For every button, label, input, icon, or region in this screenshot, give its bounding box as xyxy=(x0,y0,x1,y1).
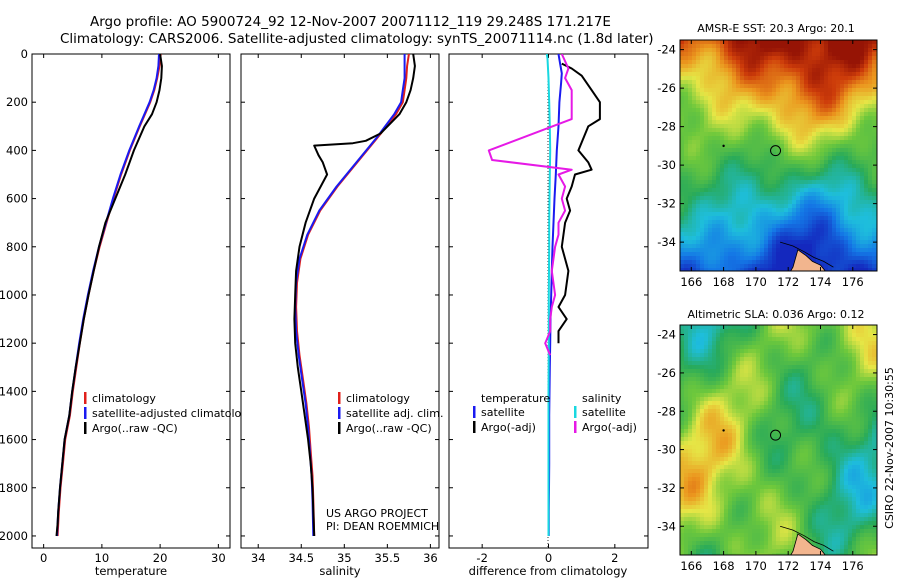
x-tick-label: 2 xyxy=(611,551,618,565)
legend-swatch-satellite-adjusted xyxy=(84,407,87,419)
legend-label-argo: Argo(..raw -QC) xyxy=(92,422,178,435)
x-tick-label: 34 xyxy=(251,551,266,565)
sst-map-panel: AMSR-E SST: 20.3 Argo: 20.1 166 168 170 172… xyxy=(657,22,880,289)
map-y-tick-label: -34 xyxy=(657,519,676,533)
map-x-tick-label: 174 xyxy=(810,559,832,573)
y-tick-label: 400 xyxy=(6,143,28,157)
y-tick-label: 600 xyxy=(6,192,28,206)
map-x-tick-label: 168 xyxy=(713,275,735,289)
x-tick-label: -2 xyxy=(476,551,487,565)
map-y-tick-label: -34 xyxy=(657,235,676,249)
y-tick-label: 1800 xyxy=(0,481,28,495)
x-tick-label: 35.5 xyxy=(375,551,401,565)
legend-swatch-argo xyxy=(338,422,341,434)
map-y-tick-label: -26 xyxy=(657,81,676,95)
y-tick-label: 200 xyxy=(6,95,28,109)
map-x-tick-label: 166 xyxy=(680,559,702,573)
legend-swatch-sal-satellite xyxy=(574,406,577,418)
legend-swatch-sal-argo xyxy=(574,421,577,433)
map-y-tick-label: -32 xyxy=(657,481,676,495)
map-x-tick-label: 176 xyxy=(842,559,864,573)
legend-swatch-temp-argo xyxy=(473,421,476,433)
map-y-tick-label: -28 xyxy=(657,120,676,134)
map-y-tick-label: -28 xyxy=(657,404,676,418)
legend-swatch-satellite-adj xyxy=(338,407,341,419)
legend-label-sal-argo: Argo(-adj) xyxy=(582,421,637,434)
legend-title-salinity: salinity xyxy=(582,392,622,405)
y-tick-label: 800 xyxy=(6,240,28,254)
salinity-profile-panel: 34 34.5 35 35.5 36 salinity climatology sate… xyxy=(241,54,443,578)
sla-map-title: Altimetric SLA: 0.036 Argo: 0.12 xyxy=(687,308,864,321)
legend-label-temp-argo: Argo(-adj) xyxy=(481,421,536,434)
temperature-profile-panel: 0 200 400 600 800 1000 1200 1400 1600 1800 2000 0 10… xyxy=(0,47,255,578)
legend-label-sal-satellite: satellite xyxy=(582,406,626,419)
map-x-tick-label: 172 xyxy=(777,275,799,289)
map-y-tick-label: -30 xyxy=(657,158,676,172)
y-tick-label: 1600 xyxy=(0,433,28,447)
legend-label-satellite-adjusted: satellite-adjusted climatology xyxy=(92,407,255,420)
salinity-xlabel: salinity xyxy=(319,564,360,578)
legend-label-climatology: climatology xyxy=(92,392,156,405)
project-label: US ARGO PROJECT xyxy=(326,507,428,520)
legend-swatch-climatology xyxy=(338,392,341,404)
map-x-tick-label: 168 xyxy=(713,559,735,573)
y-tick-label: 1400 xyxy=(0,384,28,398)
map-x-tick-label: 174 xyxy=(810,275,832,289)
difference-xlabel: difference from climatology xyxy=(469,564,628,578)
map-x-tick-label: 172 xyxy=(777,559,799,573)
map-x-tick-label: 166 xyxy=(680,275,702,289)
island-marker xyxy=(722,145,724,147)
legend-title-temperature: temperature xyxy=(481,392,550,405)
map-y-tick-label: -24 xyxy=(657,328,676,342)
map-y-tick-label: -30 xyxy=(657,443,676,457)
legend-swatch-climatology xyxy=(84,392,87,404)
x-tick-label: 34.5 xyxy=(288,551,314,565)
map-x-tick-label: 170 xyxy=(745,559,767,573)
x-tick-label: 0 xyxy=(40,551,47,565)
y-tick-label: 2000 xyxy=(0,529,28,543)
map-x-tick-label: 170 xyxy=(745,275,767,289)
legend-label-temp-satellite: satellite xyxy=(481,406,525,419)
map-x-tick-label: 176 xyxy=(842,275,864,289)
y-tick-label: 1200 xyxy=(0,336,28,350)
map-y-tick-label: -32 xyxy=(657,197,676,211)
sla-map-panel: Altimetric SLA: 0.036 Argo: 0.12 166 168 1… xyxy=(657,308,880,573)
figure-title-line2: Climatology: CARS2006. Satellite-adjuste… xyxy=(60,31,653,47)
figure-title-line1: Argo profile: AO 5900724_92 12-Nov-2007 … xyxy=(90,14,611,30)
temperature-xlabel: temperature xyxy=(95,564,167,578)
x-tick-label: 35 xyxy=(337,551,352,565)
x-tick-label: 0 xyxy=(545,551,552,565)
x-tick-label: 36 xyxy=(423,551,438,565)
y-tick-label: 1000 xyxy=(0,288,28,302)
difference-profile-panel: -2 0 2 difference from climatology tempera… xyxy=(449,54,648,578)
pi-label: PI: DEAN ROEMMICH xyxy=(326,520,439,533)
legend-swatch-temp-satellite xyxy=(473,406,476,418)
legend-label-argo: Argo(..raw -QC) xyxy=(346,422,432,435)
x-tick-label: 10 xyxy=(95,551,110,565)
x-tick-label: 30 xyxy=(211,551,226,565)
legend-swatch-argo xyxy=(84,422,87,434)
side-timestamp-label: CSIRO 22-Nov-2007 10:30:55 xyxy=(883,367,896,529)
map-y-tick-label: -26 xyxy=(657,366,676,380)
y-tick-label: 0 xyxy=(21,47,28,61)
map-y-tick-label: -24 xyxy=(657,43,676,57)
salinity-axes-frame xyxy=(241,54,439,548)
legend-label-climatology: climatology xyxy=(346,392,410,405)
x-tick-label: 20 xyxy=(153,551,168,565)
island-marker xyxy=(722,429,724,431)
legend-label-satellite-adj: satellite adj. clim. xyxy=(346,407,443,420)
sst-map-title: AMSR-E SST: 20.3 Argo: 20.1 xyxy=(697,22,855,35)
